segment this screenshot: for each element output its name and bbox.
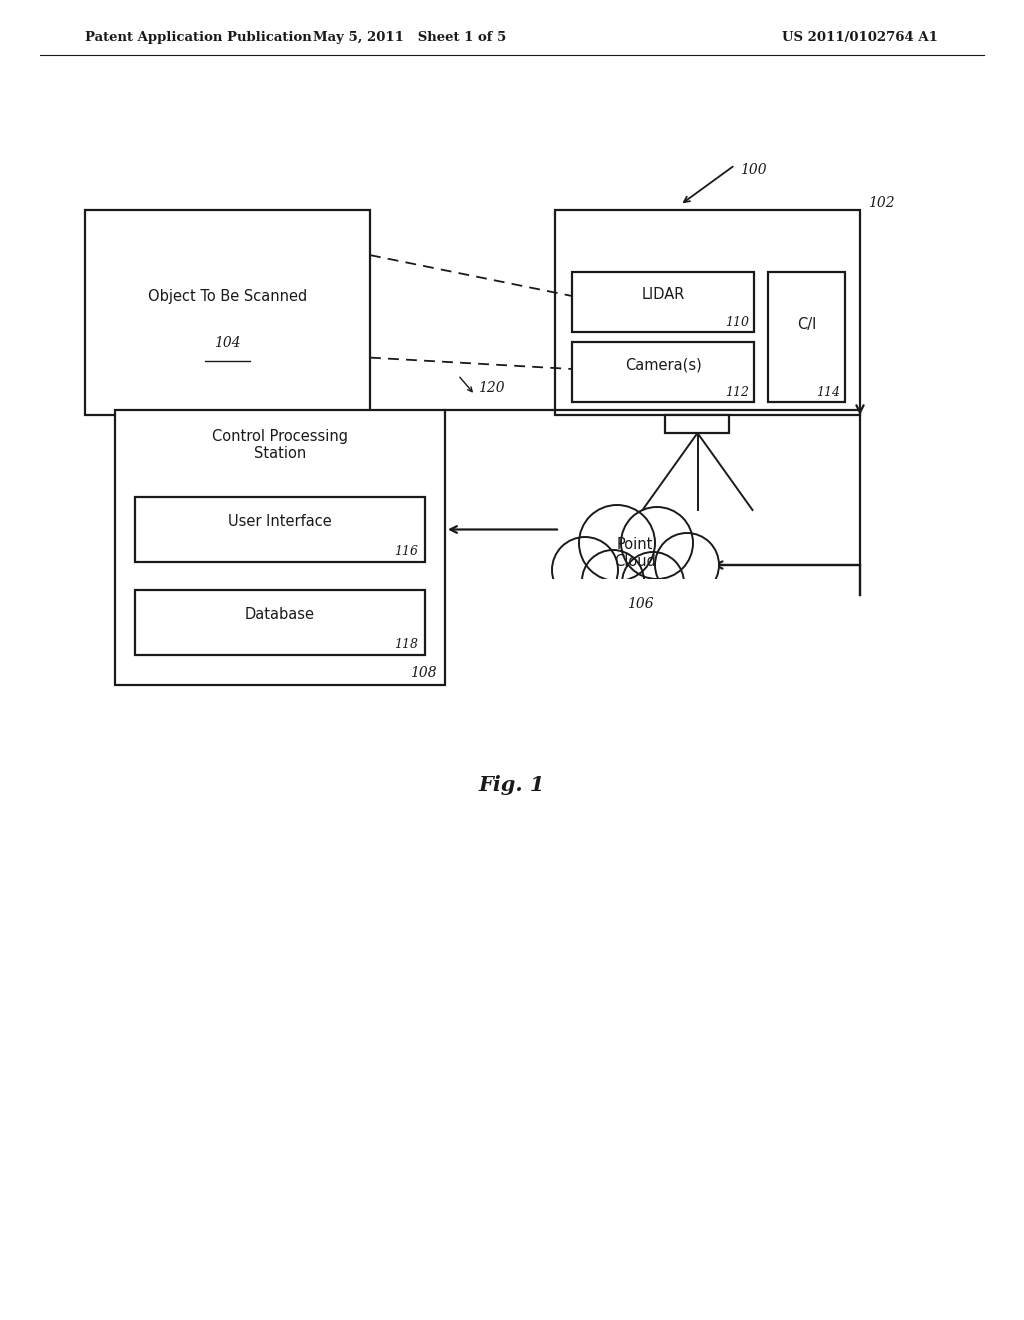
Text: 108: 108 [411, 667, 437, 680]
FancyBboxPatch shape [85, 210, 370, 414]
Text: Patent Application Publication: Patent Application Publication [85, 30, 311, 44]
Text: 116: 116 [394, 545, 418, 558]
Circle shape [579, 506, 655, 581]
Circle shape [621, 507, 693, 579]
FancyBboxPatch shape [666, 414, 729, 433]
FancyBboxPatch shape [135, 590, 425, 655]
FancyBboxPatch shape [575, 531, 705, 585]
Circle shape [552, 537, 618, 603]
Text: User Interface: User Interface [228, 515, 332, 529]
Text: Control Processing
Station: Control Processing Station [212, 429, 348, 461]
Text: C/I: C/I [797, 317, 816, 331]
FancyBboxPatch shape [555, 210, 860, 414]
Circle shape [622, 552, 684, 614]
Text: 120: 120 [478, 381, 505, 395]
Text: 112: 112 [725, 385, 749, 399]
FancyBboxPatch shape [572, 272, 754, 333]
FancyBboxPatch shape [135, 498, 425, 562]
FancyBboxPatch shape [572, 342, 754, 403]
FancyBboxPatch shape [550, 579, 730, 616]
Text: US 2011/0102764 A1: US 2011/0102764 A1 [782, 30, 938, 44]
Text: 104: 104 [214, 337, 241, 350]
Text: 106: 106 [627, 597, 653, 611]
Text: 100: 100 [740, 162, 767, 177]
Text: Database: Database [245, 607, 315, 622]
FancyBboxPatch shape [115, 411, 445, 685]
Text: LIDAR: LIDAR [641, 288, 685, 302]
Text: 114: 114 [816, 385, 840, 399]
Text: Point
Cloud: Point Cloud [614, 537, 656, 569]
Text: Camera(s): Camera(s) [625, 358, 701, 372]
Text: 102: 102 [868, 195, 895, 210]
FancyBboxPatch shape [768, 272, 845, 403]
Text: 118: 118 [394, 638, 418, 651]
Text: Object To Be Scanned: Object To Be Scanned [147, 289, 307, 304]
Circle shape [582, 550, 644, 612]
Text: May 5, 2011   Sheet 1 of 5: May 5, 2011 Sheet 1 of 5 [313, 30, 507, 44]
Circle shape [655, 533, 719, 597]
Text: Fig. 1: Fig. 1 [479, 775, 545, 795]
Text: 110: 110 [725, 315, 749, 329]
